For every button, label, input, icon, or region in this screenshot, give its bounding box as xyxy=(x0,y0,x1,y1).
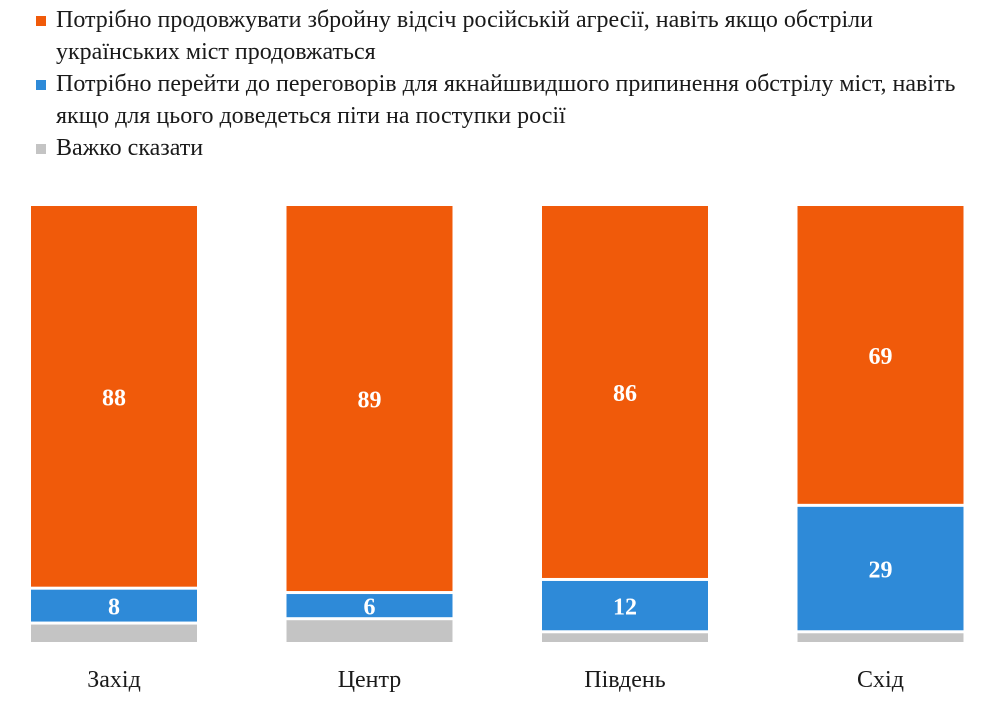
legend: Потрібно продовжувати збройну відсіч рос… xyxy=(32,4,992,164)
legend-label-negotiations: Потрібно перейти до переговорів для якна… xyxy=(56,71,956,129)
legend-label-continue-defense: Потрібно продовжувати збройну відсіч рос… xyxy=(56,7,873,65)
legend-swatch-orange xyxy=(36,16,46,26)
category-label-pivden: Південь xyxy=(584,667,665,693)
data-label-negotiations-zakhid: 8 xyxy=(108,595,120,621)
legend-item-hard-to-say: Важко сказати xyxy=(32,132,992,164)
bar-hard-to-say-skhid xyxy=(797,633,964,642)
bar-continue-defense-pivden xyxy=(542,206,708,578)
bar-negotiations-zakhid xyxy=(31,589,197,622)
bar-negotiations-tsentr xyxy=(286,594,453,618)
bar-continue-defense-tsentr xyxy=(286,206,453,592)
legend-label-hard-to-say: Важко сказати xyxy=(56,135,204,161)
category-label-tsentr: Центр xyxy=(338,667,402,693)
bar-continue-defense-zakhid xyxy=(31,206,197,587)
legend-item-negotiations: Потрібно перейти до переговорів для якна… xyxy=(32,68,992,132)
legend-item-continue-defense: Потрібно продовжувати збройну відсіч рос… xyxy=(32,4,992,68)
data-label-continue-defense-skhid: 69 xyxy=(869,344,893,370)
category-label-zakhid: Захід xyxy=(87,667,141,693)
bar-negotiations-skhid xyxy=(797,506,964,631)
bar-continue-defense-skhid xyxy=(797,206,964,504)
bar-hard-to-say-zakhid xyxy=(31,624,197,642)
category-label-skhid: Схід xyxy=(857,667,904,693)
data-label-continue-defense-tsentr: 89 xyxy=(358,388,382,414)
legend-swatch-gray xyxy=(36,144,46,154)
data-label-negotiations-pivden: 12 xyxy=(613,595,637,621)
legend-swatch-blue xyxy=(36,80,46,90)
data-label-negotiations-tsentr: 6 xyxy=(364,595,376,621)
bar-hard-to-say-pivden xyxy=(542,633,708,642)
bar-hard-to-say-tsentr xyxy=(286,620,453,642)
data-label-continue-defense-zakhid: 88 xyxy=(102,385,126,411)
bar-negotiations-pivden xyxy=(542,580,708,631)
data-label-negotiations-skhid: 29 xyxy=(869,558,893,584)
data-label-continue-defense-pivden: 86 xyxy=(613,381,637,407)
